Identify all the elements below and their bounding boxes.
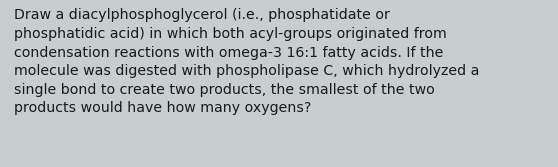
Text: Draw a diacylphosphoglycerol (i.e., phosphatidate or
phosphatidic acid) in which: Draw a diacylphosphoglycerol (i.e., phos… (14, 8, 479, 115)
